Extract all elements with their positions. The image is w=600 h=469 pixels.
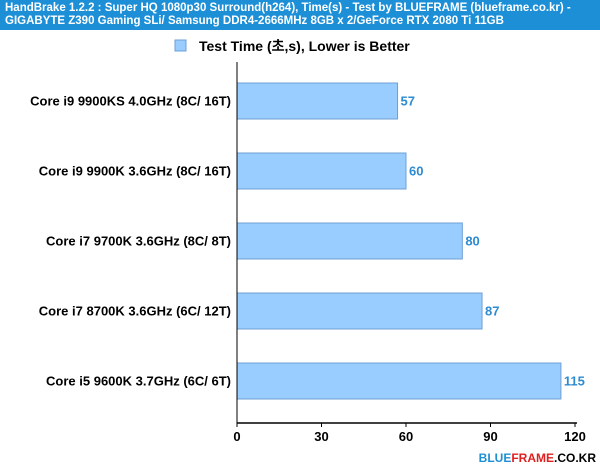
bar: [236, 292, 483, 330]
x-tick-label: 90: [483, 429, 497, 444]
value-label: 87: [485, 304, 499, 319]
legend-swatch: [174, 39, 187, 52]
x-tick-label: 30: [314, 429, 328, 444]
header-line-1: HandBrake 1.2.2 : Super HQ 1080p30 Surro…: [5, 2, 571, 14]
x-tick-label: 60: [399, 429, 413, 444]
category-label: Core i5 9600K 3.7GHz (6C/ 6T): [46, 374, 231, 389]
brand-logo: BLUEFRAME.CO.KR: [479, 451, 597, 465]
value-label: 60: [409, 164, 423, 179]
header-line-2: GIGABYTE Z390 Gaming SLi/ Samsung DDR4-2…: [5, 15, 504, 27]
legend: Test Time (초,s), Lower is Better: [174, 38, 410, 54]
category-label: Core i7 8700K 3.6GHz (6C/ 12T): [39, 304, 231, 319]
brand-part-domain: .CO.KR: [554, 451, 596, 465]
bar: [236, 222, 463, 260]
category-label: Core i7 9700K 3.6GHz (8C/ 8T): [46, 234, 231, 249]
legend-label: Test Time (초,s), Lower is Better: [199, 38, 410, 54]
plot-area: Core i9 9900KS 4.0GHz (8C/ 16T) 57 Core i9…: [30, 82, 585, 400]
brand-part-blue: BLUE: [479, 451, 512, 465]
bar: [236, 152, 407, 190]
value-label: 115: [564, 374, 585, 389]
x-tick-label: 120: [564, 429, 586, 444]
bar: [236, 362, 562, 400]
x-tick-label: 0: [233, 429, 240, 444]
bar: [236, 82, 399, 120]
x-axis: 0 30 60 90 120: [233, 62, 586, 444]
brand-logo-text: BLUEFRAME.CO.KR: [479, 451, 597, 465]
value-label: 80: [465, 234, 479, 249]
brand-part-frame: FRAME: [511, 451, 554, 465]
chart-header: HandBrake 1.2.2 : Super HQ 1080p30 Surro…: [0, 0, 600, 30]
value-label: 57: [401, 94, 415, 109]
category-label: Core i9 9900KS 4.0GHz (8C/ 16T): [30, 94, 231, 109]
category-label: Core i9 9900K 3.6GHz (8C/ 16T): [39, 164, 231, 179]
